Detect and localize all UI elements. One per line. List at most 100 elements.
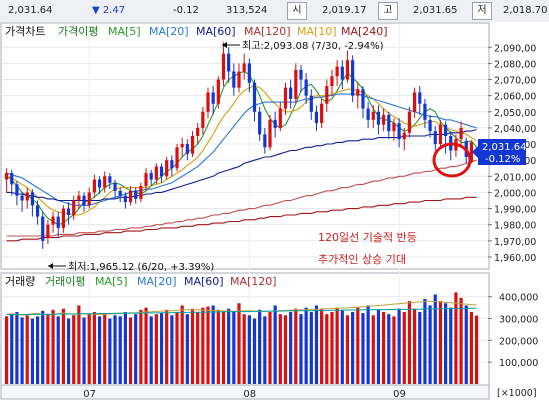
- candle-body: [66, 208, 71, 216]
- candle-body: [139, 185, 143, 199]
- candle-body: [413, 92, 417, 112]
- volume-bar: [464, 305, 468, 384]
- volume-bar: [196, 312, 200, 384]
- volume-bar: [335, 307, 339, 384]
- candle-body: [438, 124, 443, 145]
- quote-bar: 2,031.64 ▼ 2.47 -0.12 313,524 시 2,019.17…: [0, 0, 549, 23]
- high-value: 2,031.65: [413, 5, 458, 16]
- candle-body: [165, 160, 169, 177]
- volume-bar: [103, 313, 107, 384]
- candle-body: [30, 192, 35, 206]
- volume-bar: [41, 310, 45, 384]
- candle-body: [459, 127, 463, 140]
- volume-bar: [180, 305, 184, 384]
- candle-body: [154, 166, 158, 180]
- volume-tick-label: 400,000: [499, 293, 538, 304]
- candle-body: [397, 123, 401, 140]
- high-label: 고: [378, 2, 398, 20]
- candle-body: [128, 190, 133, 203]
- highlight-circle: [432, 142, 472, 178]
- candle-body: [108, 176, 112, 183]
- volume-bar: [443, 303, 448, 384]
- volume-bar: [185, 314, 189, 384]
- volume-bar: [438, 301, 443, 384]
- volume-bar: [165, 309, 169, 384]
- candle-body: [356, 89, 360, 96]
- candle-body: [56, 216, 60, 228]
- volume-value: 313,524: [226, 5, 268, 16]
- candle-body: [469, 142, 474, 162]
- volume-bar: [35, 316, 40, 384]
- volume-bar: [77, 305, 81, 384]
- candle-body: [144, 173, 148, 186]
- vol-legend-ma60: MA[60]: [184, 275, 224, 288]
- volume-tick-label: 100,000: [499, 358, 538, 369]
- candle-body: [273, 119, 277, 128]
- volume-bar: [423, 298, 427, 384]
- candle-body: [443, 124, 448, 136]
- candle-body: [41, 216, 45, 241]
- candle-body: [175, 147, 179, 169]
- volume-ma-line-MA[20]: [6, 307, 477, 316]
- analysis-note-line1: 120일선 기술적 반등: [318, 230, 417, 244]
- volume-bar: [258, 309, 262, 384]
- candle-body: [15, 184, 19, 196]
- candle-body: [433, 131, 437, 145]
- change-rate-value: -0.12: [173, 5, 199, 16]
- candle-body: [87, 192, 91, 206]
- current-price-value: 2,031.64: [8, 5, 53, 16]
- candle-body: [366, 108, 370, 120]
- volume-bar: [134, 314, 138, 384]
- volume-tick-label: 300,000: [499, 315, 538, 326]
- volume-bar: [237, 303, 241, 384]
- volume-bar: [402, 312, 406, 384]
- volume-bar: [144, 307, 148, 384]
- candle-body: [4, 173, 9, 180]
- price-tick-label: 1,990,00: [494, 205, 536, 216]
- volume-bar: [92, 312, 96, 384]
- candle-body: [46, 224, 50, 238]
- volume-bar: [51, 309, 55, 384]
- stock-chart[interactable]: 1,960,00 1,970,00 1,980,00 1,990,00 2,000,00…: [0, 22, 549, 400]
- candle-body: [294, 69, 298, 99]
- current-price-tag-value: 2,031.64: [482, 142, 527, 153]
- volume-bar: [211, 305, 215, 384]
- candle-body: [268, 119, 272, 148]
- volume-bar: [66, 318, 71, 384]
- candle-body: [289, 87, 293, 99]
- legend-ma120: MA[120]: [244, 25, 291, 38]
- candle-body: [387, 115, 391, 132]
- candle-body: [382, 115, 386, 125]
- volume-bar: [351, 312, 355, 384]
- open-label: 시: [287, 2, 307, 20]
- price-tick-label: 2,080,00: [494, 59, 536, 70]
- volume-bar: [139, 309, 143, 384]
- current-price-tag: 2,031.64 -0.12%: [472, 139, 527, 165]
- low-value: 2,018.70: [503, 5, 548, 16]
- volume-bar: [366, 305, 370, 384]
- candle-body: [304, 79, 308, 96]
- legend-ma60: MA[60]: [196, 25, 236, 38]
- volume-bar: [4, 316, 9, 384]
- volume-bar: [278, 314, 282, 384]
- volume-bar: [247, 315, 251, 384]
- volume-tick-label: 200,000: [499, 336, 538, 347]
- candle-body: [325, 85, 329, 104]
- volume-bar: [87, 314, 91, 384]
- volume-bar: [273, 305, 277, 384]
- ma-line-MA[10]: [6, 85, 477, 216]
- volume-bar: [474, 315, 479, 384]
- candle-body: [283, 87, 288, 109]
- candle-body: [10, 173, 14, 185]
- candle-body: [418, 92, 422, 104]
- candle-body: [242, 63, 246, 72]
- candle-body: [221, 53, 226, 80]
- candle-body: [278, 108, 282, 128]
- price-tick-label: 2,060,00: [494, 92, 536, 103]
- volume-bar: [108, 318, 112, 384]
- volume-bar: [325, 314, 329, 384]
- volume-bar: [268, 312, 272, 384]
- volume-bar: [10, 314, 14, 384]
- volume-chart-title: 거래량: [5, 275, 35, 288]
- volume-bar: [72, 315, 76, 384]
